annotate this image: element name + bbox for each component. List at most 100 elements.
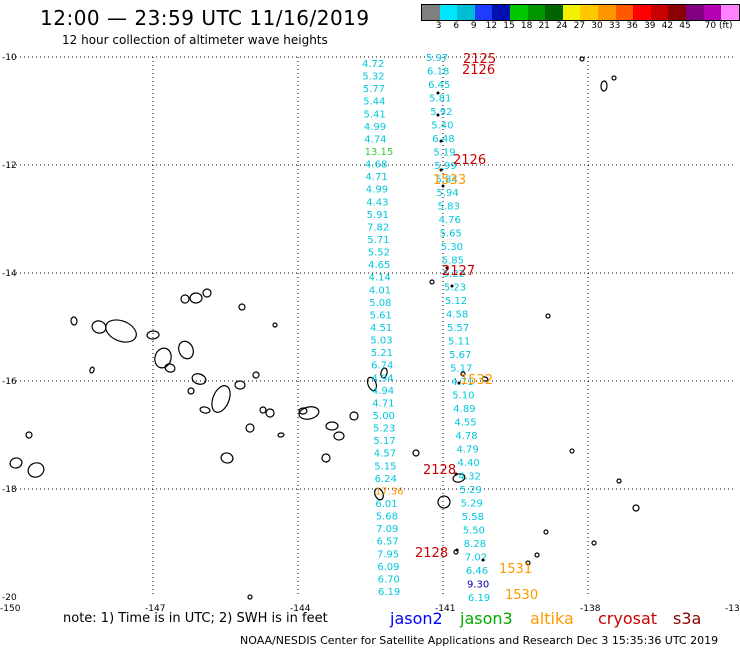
color-swatch	[633, 5, 651, 20]
color-scale-label: 33	[608, 21, 621, 31]
island-outline	[211, 385, 231, 413]
color-swatch	[703, 5, 722, 20]
island-outline	[600, 80, 608, 92]
legend-jason3: jason3	[460, 609, 513, 628]
wave-height-value: 5.67	[449, 350, 471, 361]
wave-height-value: 5.08	[369, 298, 391, 309]
wave-height-value: 5.58	[462, 512, 484, 523]
wave-height-value: 5.65	[440, 229, 462, 240]
island-outline	[545, 313, 551, 319]
color-swatch	[439, 5, 458, 20]
wave-height-value: 6.19	[378, 587, 400, 598]
color-scale-label: 6	[453, 21, 460, 31]
wave-height-value: 6.57	[376, 537, 398, 548]
color-scale-bar	[421, 4, 740, 21]
page-title: 12:00 — 23:59 UTC 11/16/2019	[40, 6, 370, 30]
wave-height-value: 5.12	[445, 296, 467, 307]
page-subtitle: 12 hour collection of altimeter wave hei…	[62, 33, 328, 47]
wave-height-value: 6.46	[466, 566, 488, 577]
wave-height-value: 5.22	[443, 269, 465, 280]
island-outline	[164, 363, 176, 373]
island-outline	[27, 462, 45, 478]
wave-height-value: 5.83	[438, 202, 460, 213]
wave-height-value: 5.23	[373, 424, 395, 435]
wave-height-value: 4.71	[365, 172, 387, 183]
pass-time-label: 1533	[433, 173, 466, 188]
wave-height-value: 4.76	[439, 215, 461, 226]
wave-height-value: 6.01	[375, 499, 397, 510]
color-scale-label: 12	[485, 21, 498, 31]
track-dot	[441, 184, 445, 188]
track-dot	[455, 548, 459, 552]
wave-height-value: 6.45	[428, 80, 450, 91]
wave-height-value: 5.92	[430, 107, 452, 118]
wave-height-value: 5.10	[452, 391, 474, 402]
wave-height-value: 4.89	[453, 404, 475, 415]
color-swatch	[615, 5, 634, 20]
island-outline	[199, 406, 211, 414]
wave-height-value: 5.17	[450, 364, 472, 375]
wave-height-value: 4.74	[364, 134, 386, 145]
lon-label: -150	[0, 604, 21, 614]
pass-time-label: 2125	[463, 52, 496, 67]
wave-height-value: 4.72	[362, 59, 384, 70]
lat-label: -16	[2, 377, 17, 387]
legend-altika: altika	[530, 609, 574, 628]
wave-height-value: 5.50	[463, 526, 485, 537]
lon-label: -135	[725, 604, 740, 614]
wave-height-value: 4.79	[456, 445, 478, 456]
color-scale-label: 18	[520, 21, 533, 31]
lon-label: -141	[435, 604, 455, 614]
wave-height-value: 5.15	[374, 461, 396, 472]
footer-credit: NOAA/NESDIS Center for Satellite Applica…	[240, 634, 719, 647]
wave-height-value: 6.74	[371, 361, 393, 372]
track-dot	[439, 139, 443, 143]
pass-time-label: 2128	[415, 546, 448, 561]
color-swatch	[738, 5, 740, 20]
color-swatch	[562, 5, 581, 20]
wave-height-value: 5.94	[437, 188, 459, 199]
pass-time-label: 2126	[453, 153, 486, 168]
legend-s3a: s3a	[673, 609, 702, 628]
color-scale-label: 27	[573, 21, 586, 31]
island-outline	[191, 373, 207, 385]
color-swatch	[650, 5, 669, 20]
wave-height-value: 6.19	[468, 593, 490, 604]
track-dot	[445, 266, 449, 270]
lon-label: -138	[580, 604, 601, 614]
wave-height-value: 4.43	[366, 197, 388, 208]
wave-height-value: 5.57	[447, 323, 469, 334]
island-outline	[349, 411, 359, 421]
color-swatch	[685, 5, 704, 20]
wave-height-value: 5.91	[367, 210, 389, 221]
color-scale-label: 30	[591, 21, 603, 31]
island-outline	[265, 408, 275, 418]
island-outline	[616, 478, 622, 484]
wave-height-value: 4.14	[368, 273, 390, 284]
wave-height-value: 6.18	[427, 67, 449, 78]
wave-height-value: 5.97	[426, 53, 448, 64]
island-outline	[298, 407, 308, 415]
wave-height-value: 6.09	[377, 562, 399, 573]
wave-height-value: 5.30	[441, 242, 463, 253]
color-scale-label: 45	[679, 21, 691, 31]
island-outline	[611, 75, 617, 81]
wave-height-value: 5.85	[442, 256, 464, 267]
island-outline	[543, 529, 549, 535]
wave-height-value: 5.61	[370, 310, 392, 321]
color-swatch	[597, 5, 616, 20]
wave-height-value: 5.81	[429, 94, 451, 105]
pass-time-label: 2128	[423, 463, 456, 478]
wave-height-value: 5.29	[461, 499, 483, 510]
color-scale-label: 24	[556, 21, 568, 31]
wave-height-value: 5.23	[444, 283, 466, 294]
color-swatch	[527, 5, 546, 20]
island-outline	[437, 495, 451, 509]
lat-label: -14	[2, 269, 17, 279]
color-swatch	[474, 5, 493, 20]
island-outline	[70, 316, 78, 326]
legend-cryosat: cryosat	[598, 609, 658, 628]
wave-height-value: 4.51	[370, 323, 392, 334]
island-outline	[252, 371, 260, 379]
